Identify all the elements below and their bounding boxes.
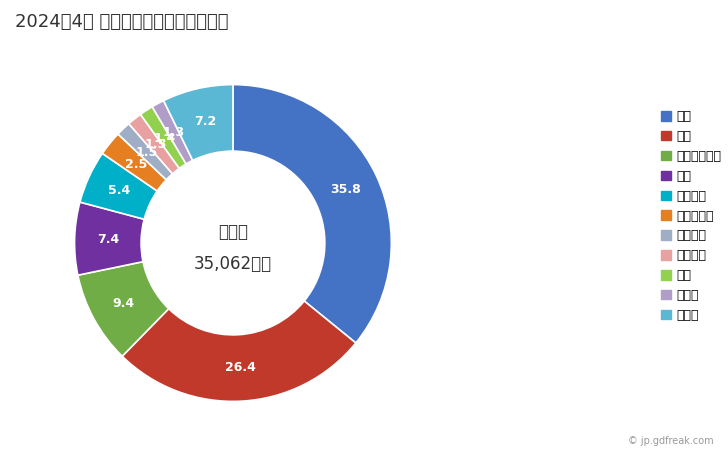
Text: 1.5: 1.5 [135,146,157,159]
Text: 7.4: 7.4 [97,233,119,246]
Text: 1.3: 1.3 [162,126,185,140]
Legend: 米国, 中国, インドネシア, タイ, メキシコ, フィリピン, ブラジル, ベトナム, 韓国, インド, その他: 米国, 中国, インドネシア, タイ, メキシコ, フィリピン, ブラジル, ベ… [660,110,721,322]
Wedge shape [122,301,356,401]
Text: 2024年4月 輸出相手国のシェア（％）: 2024年4月 輸出相手国のシェア（％） [15,14,228,32]
Text: 35.8: 35.8 [331,183,361,196]
Text: 26.4: 26.4 [225,361,256,374]
Text: 1.4: 1.4 [154,132,175,145]
Text: 9.4: 9.4 [112,297,134,310]
Text: 35,062万円: 35,062万円 [194,255,272,273]
Text: 5.4: 5.4 [108,184,130,197]
Wedge shape [164,85,233,160]
Text: 7.2: 7.2 [194,115,216,127]
Wedge shape [78,261,169,356]
Wedge shape [118,124,173,180]
Wedge shape [103,134,166,191]
Wedge shape [80,153,157,219]
Text: 1.5: 1.5 [144,139,166,152]
Text: 2.5: 2.5 [124,158,147,171]
Wedge shape [233,85,392,343]
Wedge shape [129,114,179,174]
Text: © jp.gdfreak.com: © jp.gdfreak.com [628,436,713,446]
Wedge shape [74,202,144,275]
Wedge shape [152,101,193,164]
Text: 総　額: 総 額 [218,223,248,241]
Wedge shape [141,107,186,168]
